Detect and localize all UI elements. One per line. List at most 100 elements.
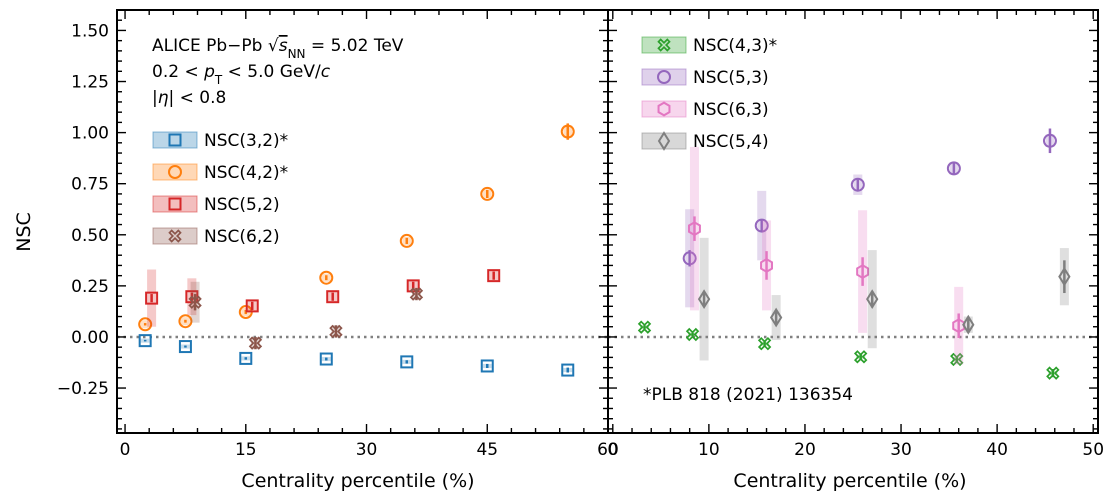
legend-marker [168,133,182,147]
x-axis-title-right: Centrality percentile (%) [733,470,966,492]
x-tick-label: 30 [356,440,378,460]
data-point [1042,128,1057,154]
data-point [769,295,783,341]
legend-entry: NSC(3,2)* [152,131,288,151]
y-tick-label: 1.50 [71,21,109,41]
legend-marker [168,165,182,179]
annotation-text: ALICE Pb−Pb √sNN = 5.02 TeV [152,36,404,61]
marker [239,351,253,365]
marker [561,363,575,377]
marker [480,186,495,201]
data-point [480,186,495,201]
data-point [637,320,652,334]
data-point [319,270,334,285]
marker [754,218,769,233]
data-point [757,336,772,351]
legend-marker [657,101,671,117]
legend-swatch [152,131,198,149]
y-tick-label: 1.25 [71,73,109,93]
data-point [248,336,263,350]
data-point [754,190,769,261]
legend-swatch [641,132,687,150]
marker [480,359,494,373]
data-point [856,210,870,333]
marker [319,270,334,285]
marker [950,352,964,367]
annotation-text: |η| < 0.8 [152,88,226,108]
data-point [409,287,424,301]
marker [188,295,202,309]
marker [769,307,783,328]
x-tick-label: 10 [698,440,720,460]
data-point [1046,366,1060,380]
series-NSC(3,2)* [138,334,575,377]
legend-label: NSC(6,2) [204,227,280,247]
legend-swatch [152,163,198,181]
x-tick-label: 0 [607,440,618,460]
legend: NSC(3,2)* NSC(4,2)* NSC(5,2) NSC(6,2) [152,131,288,247]
marker [248,336,263,350]
marker [1058,266,1071,287]
marker [406,279,420,293]
data-point [760,220,773,311]
legend-label: NSC(4,2)* [204,163,288,183]
legend-swatch [641,100,687,118]
marker [962,314,975,335]
legend-entry: NSC(5,2) [152,195,280,215]
data-point [178,314,193,329]
series-NSC(4,3)* [637,320,1060,380]
marker [326,290,340,304]
y-tick-label: 0.00 [71,328,109,348]
data-point [399,233,414,248]
data-point [853,350,868,364]
data-point [682,209,697,308]
x-tick-label: 20 [794,440,816,460]
legend-label: NSC(6,3) [693,100,769,120]
y-tick-label: 1.00 [71,124,109,144]
data-point [400,355,414,369]
marker [688,221,701,237]
annotation-text: 0.2 < pT < 5.0 GeV/c [152,62,331,87]
data-point [145,269,159,327]
marker [866,289,879,310]
legend-swatch [641,68,687,86]
legend-marker [657,131,671,151]
marker [319,352,333,366]
marker [145,291,159,305]
marker [138,317,153,332]
marker [682,251,697,266]
data-point [962,314,975,335]
legend-marker [168,197,182,211]
legend-entry: NSC(5,3) [641,68,769,88]
y-tick-label: 0.25 [71,277,109,297]
legend-swatch [152,195,198,213]
legend-entry: NSC(6,3) [641,100,769,120]
marker [685,327,700,342]
marker [1046,366,1060,380]
data-point [866,250,879,349]
x-tick-label: 40 [986,440,1008,460]
data-point [950,352,964,367]
data-point [952,286,966,365]
legend-swatch [641,36,687,54]
legend-marker [657,38,671,52]
legend-marker [657,70,671,84]
data-point [326,290,340,304]
marker [409,287,424,301]
data-point [480,359,494,373]
marker [1042,133,1057,148]
marker [560,124,575,139]
y-tick-label: −0.25 [57,379,109,399]
marker [487,269,501,283]
left-panel: 0 15 30 45 60 −0.25 0.00 0.25 0.50 0.75 1.00 1.25 1.… [57,9,619,460]
data-point [946,161,961,176]
legend-label: NSC(4,3)* [693,36,777,56]
marker [400,355,414,369]
data-point [319,352,333,366]
plot-frame [607,9,1099,434]
legend-label: NSC(5,4) [693,132,769,152]
data-point [138,334,152,348]
x-tick-label: 60 [597,440,619,460]
series-NSC(5,3) [682,128,1057,308]
marker [760,257,773,273]
